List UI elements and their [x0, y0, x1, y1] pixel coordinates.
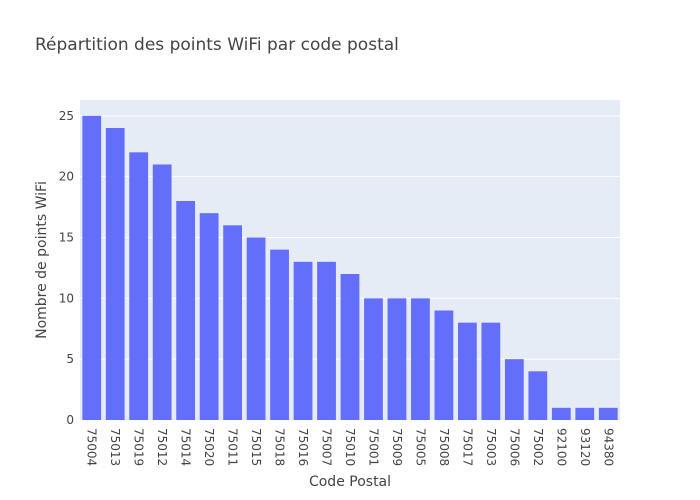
y-axis-title: Nombre de points WiFi — [34, 181, 50, 339]
y-tick-label: 5 — [66, 352, 74, 366]
bar-75018 — [270, 249, 289, 420]
x-tick-label: 75005 — [413, 428, 427, 466]
bar-75010 — [340, 273, 360, 420]
x-axis-title: Code Postal — [309, 474, 391, 490]
x-tick-label: 75018 — [273, 428, 287, 466]
bar-75012 — [152, 164, 172, 420]
x-tick-label: 75002 — [531, 428, 545, 466]
bar-75015 — [246, 237, 266, 420]
x-tick-label: 93120 — [578, 428, 592, 466]
bar-75001 — [364, 298, 383, 420]
x-tick-label: 75017 — [460, 428, 474, 466]
x-tick-label: 75006 — [507, 428, 521, 466]
y-tick-label: 25 — [59, 109, 74, 123]
bar-75014 — [176, 200, 196, 420]
x-tick-label: 75020 — [202, 428, 216, 466]
x-tick-label: 75010 — [343, 428, 357, 466]
bar-75009 — [387, 298, 407, 420]
bar-75006 — [504, 359, 524, 420]
bar-75004 — [82, 115, 102, 420]
chart-title: Répartition des points WiFi par code pos… — [35, 35, 399, 55]
bar-93120 — [575, 407, 595, 420]
x-tick-label: 75007 — [320, 428, 334, 466]
bars — [82, 115, 618, 420]
bar-92100 — [551, 407, 571, 420]
y-axis-ticks: 0 5 10 15 20 25 — [59, 109, 74, 427]
x-tick-label: 75014 — [179, 428, 193, 466]
bar-75020 — [199, 213, 219, 420]
x-tick-label: 75003 — [484, 428, 498, 466]
x-tick-label: 75013 — [108, 428, 122, 466]
y-tick-label: 15 — [59, 230, 74, 244]
bar-75019 — [129, 152, 149, 420]
x-axis-ticks: 75004 75013 75019 75012 75014 75020 75011 75015… — [85, 428, 616, 466]
x-tick-label: 75004 — [85, 428, 99, 466]
x-tick-label: 75008 — [437, 428, 451, 466]
bar-75011 — [223, 225, 242, 420]
x-tick-label: 94380 — [601, 428, 615, 466]
bar-75016 — [293, 261, 313, 420]
bar-75017 — [458, 322, 477, 420]
x-tick-label: 75016 — [296, 428, 310, 466]
bar-75007 — [317, 261, 336, 420]
x-tick-label: 75009 — [390, 428, 404, 466]
bar-75003 — [481, 322, 501, 420]
x-tick-label: 75001 — [366, 428, 380, 466]
y-tick-label: 10 — [59, 291, 74, 305]
x-tick-label: 75019 — [132, 428, 146, 466]
x-tick-label: 75015 — [249, 428, 263, 466]
bar-75013 — [105, 127, 125, 420]
x-tick-label: 75012 — [155, 428, 169, 466]
bar-75008 — [434, 310, 454, 420]
bar-75005 — [411, 298, 430, 420]
bar-75002 — [528, 371, 548, 420]
y-tick-label: 20 — [59, 170, 74, 184]
x-tick-label: 75011 — [226, 428, 240, 466]
bar-94380 — [598, 407, 618, 420]
y-tick-label: 0 — [66, 413, 74, 427]
x-tick-label: 92100 — [554, 428, 568, 466]
